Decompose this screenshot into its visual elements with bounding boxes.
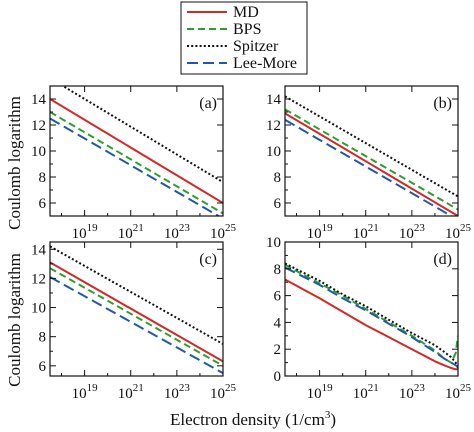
- series-line-lee-more: [50, 276, 223, 374]
- x-tick-label: 1021: [118, 222, 144, 242]
- x-tick-label: 1019: [72, 382, 99, 402]
- series-line-lee-more: [50, 117, 221, 216]
- y-tick-label: 8: [39, 330, 47, 346]
- panel-series-group: [285, 95, 458, 216]
- x-tick-label: 1023: [399, 222, 426, 242]
- series-line-bps: [285, 263, 458, 364]
- x-tick-label: 1023: [164, 382, 191, 402]
- y-tick-label: 10: [31, 144, 46, 160]
- series-line-spitzer: [50, 245, 223, 345]
- series-line-md: [50, 261, 223, 363]
- axis-titles: Coulomb logarithm Coulomb logarithm Elec…: [5, 96, 336, 429]
- y-tick-label: 14: [31, 242, 47, 258]
- series-line-bps: [50, 111, 223, 215]
- panel-d: 0 2 4 6 8 10 1019 1021 1023 1025 (d): [266, 235, 472, 402]
- series-line-spitzer: [285, 262, 458, 369]
- series-line-lee-more: [285, 266, 458, 368]
- y-tick-label: 8: [274, 262, 282, 278]
- x-tick-label: 1021: [353, 382, 379, 402]
- x-tick-label: 1025: [210, 382, 237, 402]
- x-axis-title-sup: 3: [325, 409, 331, 421]
- x-axis-title: Electron density (1/cm3): [170, 409, 336, 429]
- series-line-lee-more: [285, 118, 454, 216]
- y-axis-title-bottom: Coulomb logarithm: [5, 253, 24, 387]
- series-line-md: [285, 112, 458, 216]
- legend-box: [180, 1, 308, 75]
- panel-series-group: [50, 245, 223, 374]
- series-line-md: [285, 278, 458, 371]
- legend-label-lee-more: Lee-More: [233, 55, 297, 72]
- x-tick-label: 1019: [307, 222, 334, 242]
- x-tick-label: 1025: [445, 382, 472, 402]
- x-tick-label: 1019: [72, 222, 99, 242]
- panels: 6 8 10 12 14 1019 1021 1023 1025 (a) 6 8 10 12 14 1019 1…: [31, 85, 472, 402]
- y-tick-label: 4: [274, 315, 282, 331]
- y-tick-label: 8: [274, 170, 282, 186]
- y-tick-label: 12: [31, 118, 46, 134]
- x-tick-label: 1021: [353, 222, 379, 242]
- series-line-spitzer: [61, 86, 223, 184]
- panel-tag: (d): [433, 251, 452, 268]
- x-tick-label: 1023: [164, 222, 191, 242]
- x-tick-label: 1021: [118, 382, 144, 402]
- panel-c: 6 8 10 12 14 1019 1021 1023 1025 (c): [31, 241, 237, 402]
- y-tick-label: 2: [274, 342, 282, 358]
- panel-series-group: [50, 86, 223, 216]
- y-tick-label: 8: [39, 170, 47, 186]
- panel-series-group: [285, 262, 458, 371]
- y-axis-title-top: Coulomb logarithm: [5, 96, 24, 230]
- x-tick-label: 1025: [210, 222, 237, 242]
- x-tick-label: 1019: [307, 382, 334, 402]
- y-tick-label: 10: [266, 235, 281, 251]
- legend-label-spitzer: Spitzer: [233, 38, 279, 55]
- panel-tag: (c): [199, 251, 217, 268]
- y-tick-label: 10: [266, 144, 281, 160]
- series-line-md: [50, 98, 223, 204]
- panel-tag: (b): [433, 95, 452, 112]
- x-tick-label: 1023: [399, 382, 426, 402]
- panel-a: 6 8 10 12 14 1019 1021 1023 1025 (a): [31, 85, 237, 242]
- plot-frame: [284, 85, 459, 217]
- x-axis-title-main: Electron density (1/cm: [170, 410, 325, 429]
- series-line-bps: [50, 267, 223, 367]
- x-axis-title-tail: ): [330, 410, 336, 429]
- y-tick-label: 6: [39, 196, 47, 212]
- y-tick-label: 14: [266, 92, 282, 108]
- panel-tag: (a): [199, 95, 217, 112]
- series-line-bps: [285, 108, 458, 211]
- y-tick-label: 12: [266, 118, 281, 134]
- y-tick-label: 0: [274, 369, 282, 385]
- y-tick-label: 6: [39, 359, 47, 375]
- panel-b: 6 8 10 12 14 1019 1021 1023 1025 (b): [266, 85, 472, 242]
- x-tick-label: 1025: [445, 222, 472, 242]
- series-line-spitzer: [285, 95, 458, 198]
- legend-label-bps: BPS: [233, 21, 261, 38]
- y-tick-label: 12: [31, 271, 46, 287]
- legend-label-md: MD: [233, 4, 259, 21]
- plot-frame: [49, 241, 224, 377]
- y-tick-label: 6: [274, 289, 282, 305]
- y-tick-label: 10: [31, 301, 46, 317]
- y-tick-label: 14: [31, 92, 47, 108]
- y-tick-label: 6: [274, 196, 282, 212]
